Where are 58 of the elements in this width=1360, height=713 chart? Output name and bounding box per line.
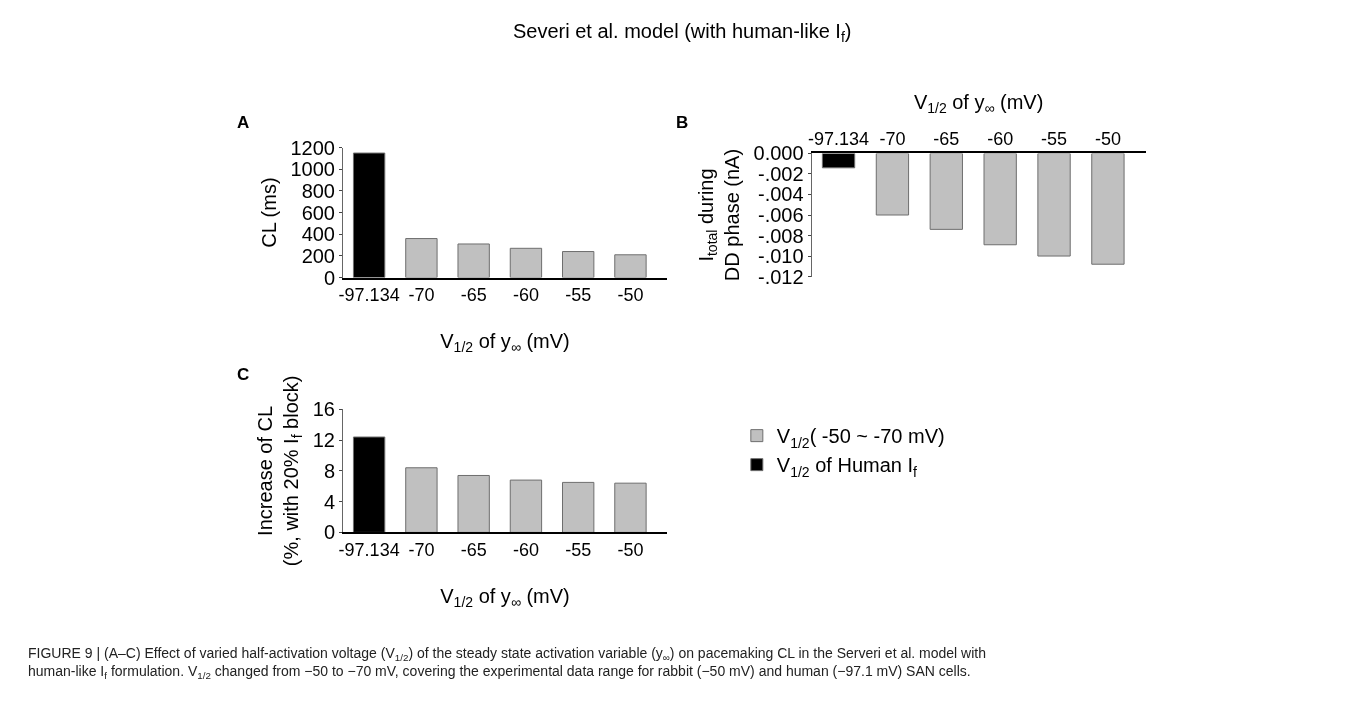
y-tick-label: 12 <box>312 429 335 452</box>
text: C <box>237 365 250 384</box>
y-tick-label: 800 <box>301 179 335 202</box>
x-tick-label: -60 <box>987 128 1014 149</box>
x-tick-label: -65 <box>933 128 960 149</box>
x-tick-label: -65 <box>460 284 487 305</box>
bar <box>457 474 490 533</box>
y-tick-label: 4 <box>323 490 335 513</box>
bar <box>509 479 543 533</box>
y-tick-label: 1000 <box>290 158 335 181</box>
bar <box>614 254 647 278</box>
y-tick-label: -.010 <box>758 245 804 268</box>
legend-label: V$_{1/2}$ of Human I$_{f}$ <box>776 454 918 480</box>
y-tick-label: -.008 <box>758 224 804 247</box>
y-tick-label: -.012 <box>758 265 804 288</box>
y-tick-label: 16 <box>312 398 335 421</box>
bar <box>614 482 647 533</box>
y-tick-label: 600 <box>301 201 335 224</box>
x-tick-label: -55 <box>1041 128 1068 149</box>
text: B <box>676 113 689 132</box>
text: A <box>237 113 250 132</box>
x-tick-label: -50 <box>617 284 644 305</box>
x-tick-label: -97.134 <box>338 539 400 560</box>
y-tick-label: 200 <box>301 244 335 267</box>
x-tick-label: -55 <box>565 284 592 305</box>
x-tick-label: -97.134 <box>808 128 870 149</box>
y-tick-label: 1200 <box>290 136 335 159</box>
chart-title: Severi et al. model (with human-like I$_{f}$) <box>513 20 852 46</box>
legend-label: V$_{1/2}$( -50 ~ -70 mV) <box>776 425 945 451</box>
x-tick-label: -60 <box>512 539 539 560</box>
y-tick-label: 0.000 <box>753 142 804 165</box>
bar <box>562 481 595 533</box>
bar <box>509 247 543 278</box>
x-tick-label: -55 <box>565 539 592 560</box>
x-tick-label: -50 <box>617 539 644 560</box>
y-axis-title: CL (ms) <box>258 177 280 248</box>
y-tick-label: -.002 <box>758 162 804 185</box>
bar <box>457 243 490 278</box>
y-tick-label: -.006 <box>758 204 804 226</box>
x-tick-label: -65 <box>460 539 487 560</box>
y-tick-label: -.004 <box>758 183 804 206</box>
x-tick-label: -70 <box>408 539 435 560</box>
x-tick-label: -97.134 <box>338 284 400 305</box>
x-axis-title: V$_{1/2}$ of y$_{∞}$ (mV) <box>440 329 570 356</box>
bar <box>405 467 438 533</box>
bar <box>562 251 595 278</box>
text: FIGURE 9 | (A–C) Effect of varied half-activation voltage (V$_{1/2}$) of the steady state activation variable (y$_{∞}$) on pacemaking CL in the Serveri et al. model with human-like I$_{f}$ formulation. V$_{1/2}$ changed from −50 to −70 mV, covering the experimental data range for rabbit (−50 mV) and human (−97.1 mV) SAN cells. <box>28 645 987 682</box>
x-tick-label: -70 <box>879 128 906 149</box>
y-tick-label: 0 <box>323 521 335 544</box>
x-axis-title: V$_{1/2}$ of y$_{∞}$ (mV) <box>913 90 1044 116</box>
x-tick-label: -50 <box>1094 128 1121 149</box>
y-tick-label: 8 <box>323 459 335 482</box>
y-tick-label: 400 <box>301 223 335 246</box>
y-tick-label: 0 <box>323 266 335 289</box>
x-axis-title: V$_{1/2}$ of y$_{∞}$ (mV) <box>440 584 570 610</box>
x-tick-label: -60 <box>512 284 539 305</box>
x-tick-label: -70 <box>408 284 435 305</box>
bar <box>405 238 438 278</box>
